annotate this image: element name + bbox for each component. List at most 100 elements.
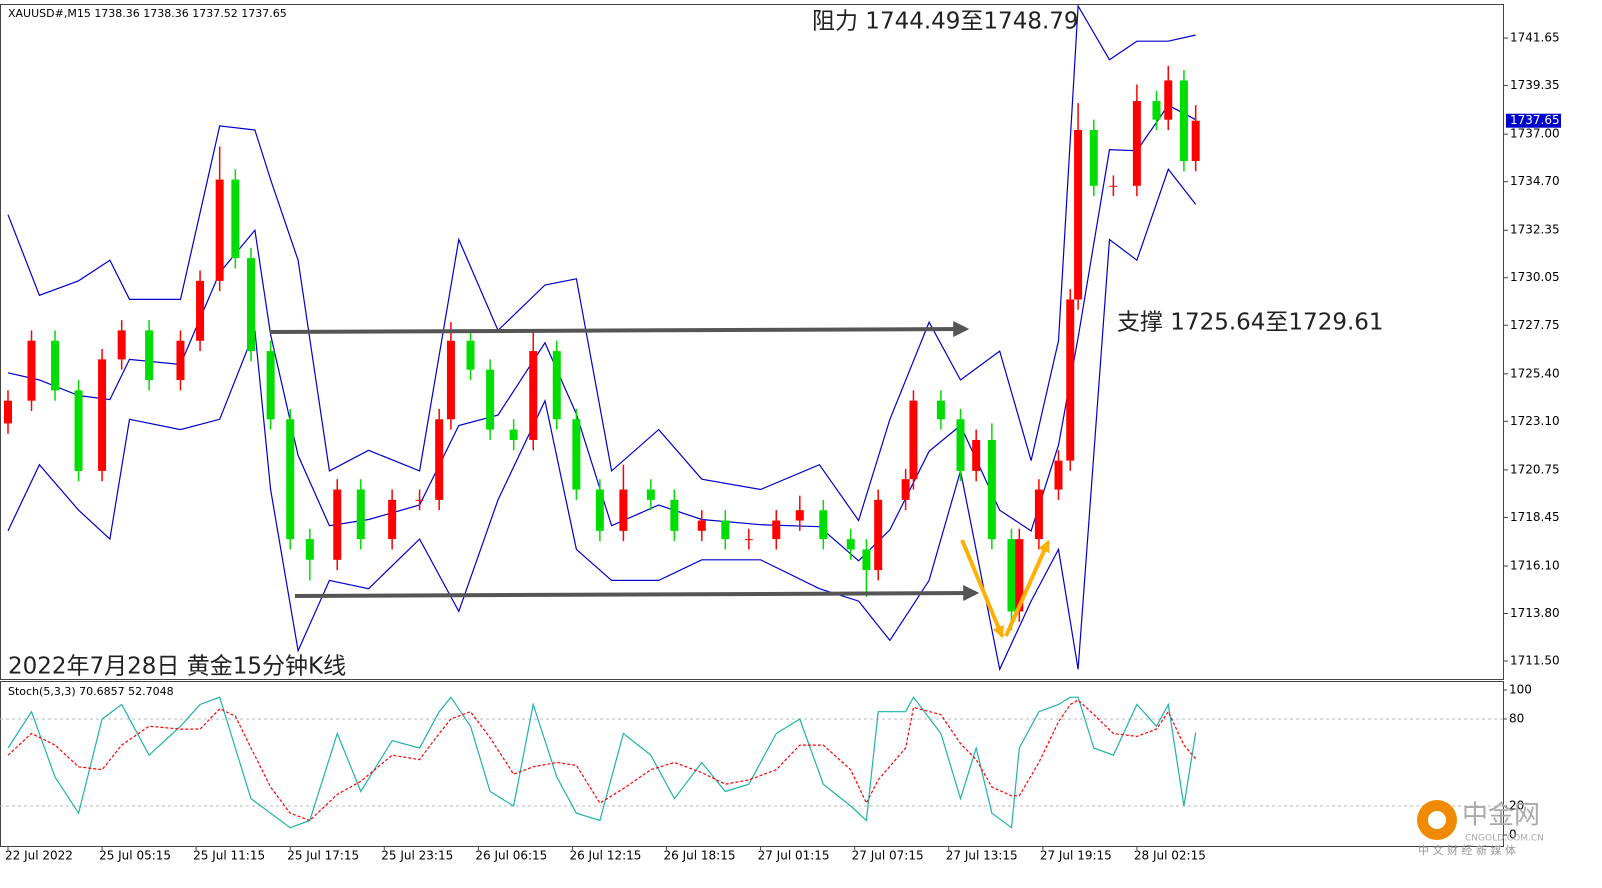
watermark-name: 中金网 xyxy=(1462,801,1540,831)
price-panel xyxy=(0,4,1504,680)
candle-body xyxy=(196,280,205,341)
candle-body xyxy=(862,549,871,571)
x-tick-label: 26 Jul 06:15 xyxy=(475,849,547,863)
candle-body xyxy=(1074,130,1083,300)
candle-body xyxy=(697,520,706,531)
candle-body xyxy=(987,439,996,540)
y-tick-label: 1732.35 xyxy=(1510,223,1560,237)
candle-body xyxy=(435,419,444,500)
candle-body xyxy=(286,419,295,540)
y-tick-label: 1739.35 xyxy=(1510,78,1560,92)
x-tick-label: 27 Jul 13:15 xyxy=(946,849,1018,863)
candle-body xyxy=(356,489,365,540)
x-tick-label: 26 Jul 12:15 xyxy=(569,849,641,863)
candle-body xyxy=(27,340,36,401)
last-price-box xyxy=(1506,113,1561,128)
candle-body xyxy=(901,479,910,500)
candle-body xyxy=(1054,460,1063,490)
x-tick-label: 27 Jul 07:15 xyxy=(852,849,924,863)
candle-body xyxy=(1109,185,1118,187)
candle-body xyxy=(266,351,275,420)
candle-body xyxy=(721,520,730,540)
candle-body xyxy=(51,340,60,391)
watermark-slogan: 中 文 财 经 新 媒 体 xyxy=(1418,843,1516,857)
v-arrow-up xyxy=(1004,539,1050,637)
y-tick-label: 0 xyxy=(1509,827,1517,841)
candle-body xyxy=(486,369,495,430)
band-lower xyxy=(7,168,1197,672)
y-tick-label: 1723.10 xyxy=(1510,414,1560,428)
candle-body xyxy=(176,340,185,381)
candle-body xyxy=(1007,539,1016,612)
y-tick-label: 1727.75 xyxy=(1510,318,1560,332)
candle-body xyxy=(874,499,883,571)
candle-body xyxy=(936,400,945,420)
candle-body xyxy=(909,400,918,480)
candle-body xyxy=(98,359,107,471)
y-tick-label: 1718.45 xyxy=(1510,510,1560,524)
candle-body xyxy=(1164,80,1173,120)
x-tick-label: 27 Jul 19:15 xyxy=(1040,849,1112,863)
x-tick-label: 27 Jul 01:15 xyxy=(758,849,830,863)
candle-body xyxy=(772,520,781,540)
candle-body xyxy=(509,429,518,440)
y-tick-label: 1713.80 xyxy=(1510,606,1560,620)
candle-body xyxy=(145,330,154,381)
candle-body xyxy=(1132,101,1141,186)
x-tick-label: 22 Jul 2022 xyxy=(5,849,73,863)
candle-body xyxy=(1179,80,1188,161)
y-tick-label: 1716.10 xyxy=(1510,558,1560,572)
candle-body xyxy=(572,419,581,490)
y-tick-label: 20 xyxy=(1509,798,1524,812)
chart-title: Stoch(5,3,3) 70.6857 52.7048 xyxy=(8,685,174,698)
watermark: 中金网 CNGOLD.COM.CN 中 文 财 经 新 媒 体 xyxy=(1417,800,1544,857)
y-tick-label: 80 xyxy=(1509,711,1524,725)
candle-body xyxy=(619,489,628,531)
candle-body xyxy=(1066,299,1075,461)
candle-body xyxy=(247,258,256,352)
y-tick-label: 1720.75 xyxy=(1510,462,1560,476)
resistance-arrow xyxy=(269,321,970,338)
candle-body xyxy=(744,539,753,541)
v-arrow-down xyxy=(960,539,1004,639)
annotation: 2022年7月28日 黄金15分钟K线 xyxy=(8,654,346,680)
y-tick-label: 1730.05 xyxy=(1510,270,1560,284)
candle-body xyxy=(552,351,561,420)
support-arrow xyxy=(294,585,980,602)
candle-body xyxy=(388,499,397,540)
y-tick-label: 1741.65 xyxy=(1510,31,1560,45)
last-price-label: 1737.65 xyxy=(1510,113,1560,127)
y-tick-label: 1711.50 xyxy=(1510,654,1560,668)
x-tick-label: 25 Jul 23:15 xyxy=(381,849,453,863)
candle-body xyxy=(446,340,455,420)
y-tick-label: 1734.70 xyxy=(1510,174,1560,188)
candle-body xyxy=(466,340,475,370)
logo-inner xyxy=(1428,811,1446,829)
candle-body xyxy=(333,489,342,560)
candle-body xyxy=(972,439,981,471)
candle-body xyxy=(117,330,126,360)
candle-body xyxy=(1191,120,1200,161)
x-tick-label: 25 Jul 11:15 xyxy=(193,849,265,863)
y-tick-label: 1725.40 xyxy=(1510,366,1560,380)
x-tick-label: 25 Jul 05:15 xyxy=(99,849,171,863)
stoch-panel xyxy=(0,681,1504,847)
annotation: 阻力 1744.49至1748.79 xyxy=(812,9,1079,35)
candle-body xyxy=(795,510,804,521)
candle-body xyxy=(1015,539,1024,612)
band-upper xyxy=(7,3,1196,522)
candle-body xyxy=(846,539,855,550)
candle-body xyxy=(1089,130,1098,186)
watermark-url: CNGOLD.COM.CN xyxy=(1465,834,1544,844)
annotation: 支撑 1725.64至1729.61 xyxy=(1117,310,1384,336)
candle-body xyxy=(231,179,240,259)
candle-body xyxy=(1034,489,1043,540)
candle-body xyxy=(215,179,224,281)
chart-title: XAUUSD#,M15 1738.36 1738.36 1737.52 1737… xyxy=(8,7,287,20)
candle-body xyxy=(3,400,12,424)
candle-body xyxy=(1152,101,1161,120)
candle-body xyxy=(74,390,83,471)
candle-body xyxy=(646,489,655,500)
